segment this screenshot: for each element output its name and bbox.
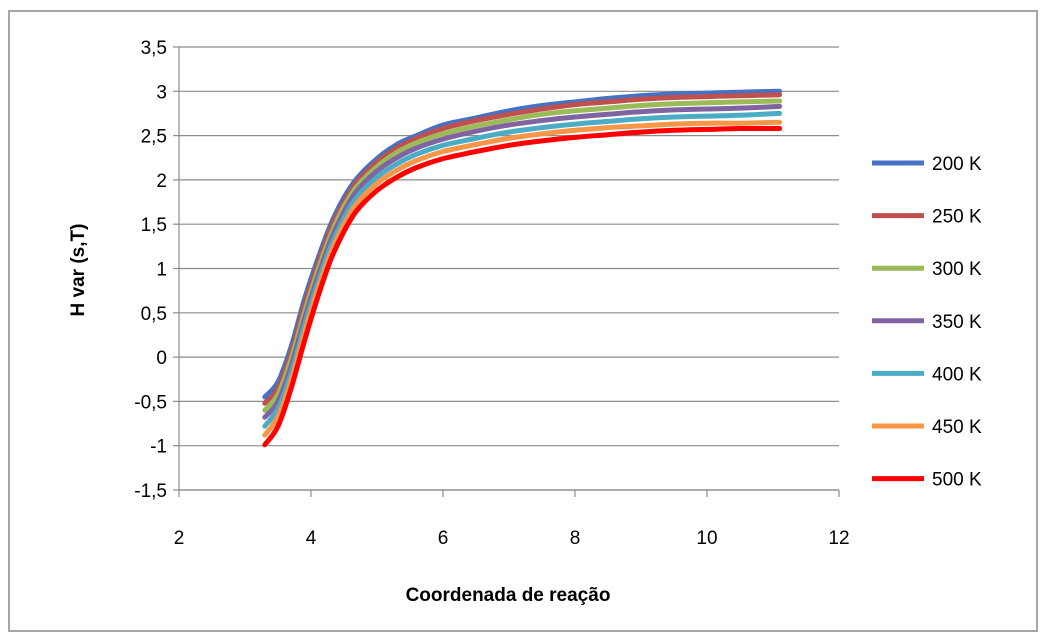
- y-tick-label: -1,5: [134, 481, 167, 502]
- legend-label: 250 K: [932, 207, 982, 228]
- y-axis-title: H var (s,T): [68, 224, 89, 317]
- y-tick-label: 1: [156, 260, 167, 281]
- legend-label: 500 K: [932, 470, 982, 491]
- axes: [173, 46, 840, 497]
- legend-label: 400 K: [932, 364, 982, 385]
- y-tick-label: 3: [156, 82, 167, 103]
- y-tick-label: -1: [150, 437, 167, 458]
- y-tick-labels: 3,5 3 2,5 2 1,5 1 0,5 0 -0,5 -1 -1,5: [134, 38, 167, 502]
- legend-label: 200 K: [932, 154, 982, 175]
- y-tick-label: 2: [156, 171, 167, 192]
- y-tick-label: 3,5: [141, 38, 167, 59]
- legend-label: 350 K: [932, 312, 982, 333]
- series-lines: [262, 88, 783, 448]
- series-line-450-k: [262, 119, 783, 438]
- y-tick-label: 0,5: [141, 304, 167, 325]
- x-tick-label: 4: [306, 528, 317, 549]
- legend-label: 300 K: [932, 259, 982, 280]
- series-line-400-k: [262, 110, 783, 429]
- x-axis-title: Coordenada de reação: [406, 585, 611, 606]
- x-tick-label: 8: [570, 528, 581, 549]
- y-tick-label: 0: [156, 348, 167, 369]
- y-tick-label: -0,5: [134, 392, 167, 413]
- series-line-500-k: [262, 125, 783, 448]
- legend: 200 K 250 K 300 K 350 K 400 K 450 K 500 K: [872, 154, 982, 491]
- series-line-300-k: [262, 98, 783, 413]
- x-tick-label: 6: [438, 528, 449, 549]
- x-tick-labels: 2 4 6 8 10 12: [174, 528, 850, 549]
- y-tick-label: 1,5: [141, 215, 167, 236]
- x-tick-label: 10: [696, 528, 717, 549]
- x-tick-label: 12: [828, 528, 849, 549]
- series-line-350-k: [262, 103, 783, 420]
- y-tick-label: 2,5: [141, 127, 167, 148]
- x-tick-label: 2: [174, 528, 185, 549]
- legend-label: 450 K: [932, 417, 982, 438]
